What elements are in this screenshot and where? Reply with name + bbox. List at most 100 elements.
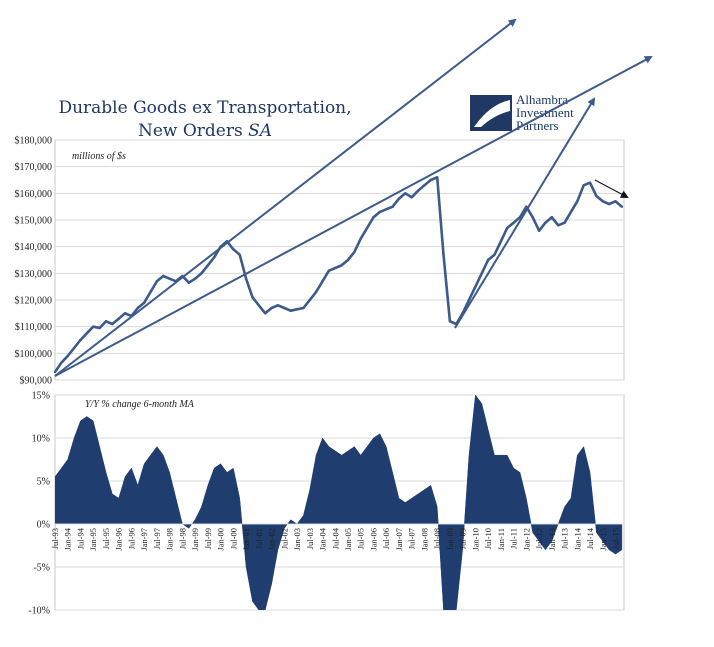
- top-data-point: [582, 184, 585, 187]
- logo: Alhambra Investment Partners: [470, 92, 574, 133]
- top-data-point: [423, 184, 426, 187]
- x-tick-label: Jan-98: [165, 528, 175, 551]
- bottom-annotation: Y/Y % change 6-month MA: [85, 399, 195, 410]
- top-data-point: [531, 216, 534, 219]
- top-data-point: [257, 304, 260, 307]
- top-data-point: [410, 196, 413, 199]
- top-data-point: [359, 237, 362, 240]
- x-tick-label: Jul-95: [101, 528, 111, 549]
- top-data-point: [334, 266, 337, 270]
- top-y-tick-label: $110,000: [15, 322, 52, 333]
- x-tick-label: Jul-96: [126, 528, 136, 549]
- x-tick-label: Jan-08: [419, 528, 429, 551]
- x-tick-label: Jan-14: [572, 527, 582, 550]
- x-tick-label: Jan-13: [547, 528, 557, 551]
- bottom-area-fill: [55, 395, 623, 610]
- x-tick-label: Jul-94: [75, 527, 85, 549]
- title-line-2-suffix: SA: [248, 121, 272, 141]
- top-data-point: [557, 224, 560, 227]
- x-tick-label: Jan-05: [343, 528, 353, 551]
- top-data-point: [404, 192, 407, 195]
- top-y-tick-label: $100,000: [15, 349, 53, 360]
- x-tick-label: Jul-97: [152, 528, 162, 549]
- trend-arrows: [54, 18, 653, 377]
- x-tick-label: Jul-12: [534, 528, 544, 549]
- x-tick-label: Jan-10: [470, 528, 480, 551]
- bottom-panel: -10% -5% 0% 5% 10% 15% Y/Y % change 6-month MA…: [28, 391, 625, 617]
- top-data-point: [238, 253, 241, 256]
- x-tick-label: Jul-00: [228, 528, 238, 549]
- top-y-tick-label: $170,000: [15, 162, 53, 173]
- top-data-point: [340, 264, 343, 267]
- top-data-point: [512, 221, 515, 224]
- top-data-point: [162, 274, 165, 278]
- x-tick-label: Jan-00: [216, 528, 226, 551]
- top-data-point: [149, 290, 152, 294]
- x-tick-label: Jan-97: [139, 528, 149, 551]
- x-tick-label: Jul-15: [611, 528, 621, 549]
- top-data-point: [79, 338, 82, 342]
- x-tick-label: Jul-99: [203, 528, 213, 549]
- bottom-y-tick-label: 10%: [32, 434, 50, 445]
- top-data-point: [595, 194, 598, 198]
- top-y-tick-label: $120,000: [15, 296, 53, 307]
- x-tick-label: Jul-13: [560, 528, 570, 549]
- top-data-point: [506, 226, 509, 230]
- top-data-point: [60, 361, 63, 364]
- title-line-2: New Orders SA: [138, 121, 272, 141]
- top-data-point: [544, 221, 547, 224]
- top-data-point: [206, 264, 210, 267]
- top-data-point: [308, 298, 311, 302]
- x-tick-label: Jan-11: [496, 528, 506, 550]
- x-tick-label: Jan-99: [190, 528, 200, 551]
- title-line-2-prefix: New Orders: [138, 121, 248, 141]
- top-data-point: [123, 312, 127, 315]
- top-data-point: [85, 332, 89, 335]
- top-data-point: [232, 248, 235, 251]
- top-y-tick-label: $90,000: [20, 376, 53, 387]
- x-tick-label: Jan-06: [368, 528, 378, 551]
- x-tick-label: Jul-14: [585, 527, 595, 549]
- top-data-point: [251, 296, 254, 299]
- bottom-y-tick-label: -10%: [28, 606, 50, 617]
- x-tick-label: Jan-96: [114, 528, 124, 551]
- x-tick-label: Jan-01: [241, 528, 251, 551]
- top-data-point: [372, 216, 375, 219]
- top-data-point: [117, 317, 120, 320]
- top-data-point: [467, 298, 471, 302]
- top-data-point: [321, 280, 324, 283]
- top-data-point: [429, 178, 432, 182]
- top-data-point: [346, 258, 350, 262]
- top-data-point: [499, 240, 503, 243]
- x-tick-label: Jul-02: [279, 528, 289, 549]
- top-y-tick-label: $140,000: [15, 242, 53, 253]
- x-tick-label: Jul-07: [407, 528, 417, 549]
- top-plot-frame: [54, 139, 625, 381]
- top-data-point: [563, 221, 566, 224]
- x-tick-label: Jan-94: [63, 527, 73, 550]
- x-tick-label: Jul-10: [483, 528, 493, 549]
- top-data-point: [550, 216, 553, 219]
- top-data-point: [200, 272, 203, 275]
- x-tick-label: Jan-15: [598, 528, 608, 551]
- top-data-point: [518, 216, 522, 219]
- top-data-point: [66, 354, 69, 358]
- logo-line-3: Partners: [516, 118, 559, 133]
- bottom-y-tick-label: 5%: [37, 477, 50, 488]
- top-data-point: [283, 306, 286, 310]
- top-data-point: [569, 210, 573, 214]
- top-data-point: [155, 280, 159, 283]
- top-data-point: [302, 306, 305, 310]
- x-tick-label: Jul-11: [509, 528, 519, 549]
- top-data-point: [588, 181, 592, 184]
- x-tick-label: Jan-12: [521, 528, 531, 551]
- top-data-point: [143, 301, 146, 304]
- x-tick-label: Jul-05: [356, 528, 366, 549]
- top-data-point: [327, 269, 331, 272]
- x-tick-label: Jan-04: [318, 527, 328, 550]
- top-data-point: [270, 306, 273, 310]
- top-data-point: [436, 176, 439, 179]
- top-data-point: [474, 285, 477, 288]
- top-annotation: millions of $s: [72, 151, 126, 162]
- trend-arrow-2: [54, 56, 653, 377]
